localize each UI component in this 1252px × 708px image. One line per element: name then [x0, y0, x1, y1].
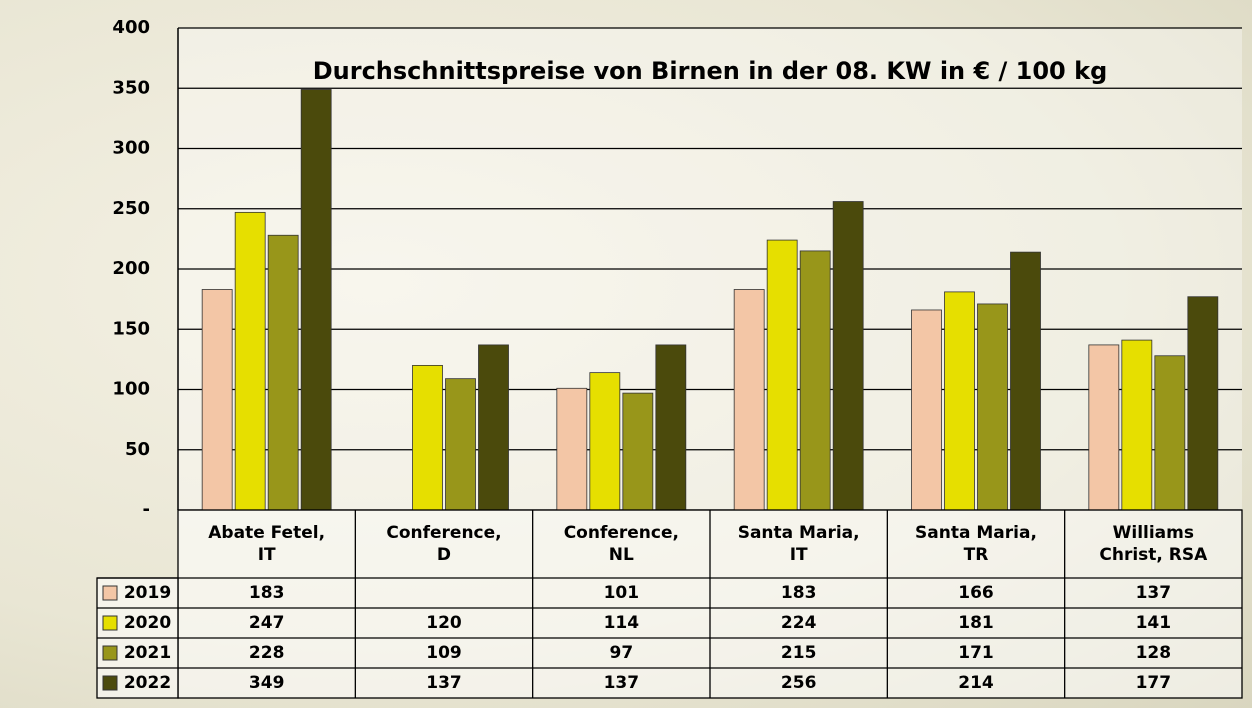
- table-value: 97: [609, 643, 634, 663]
- bar: [556, 387, 588, 511]
- bar: [733, 289, 765, 511]
- category-label: Santa Maria, IT: [737, 523, 860, 565]
- bar: [655, 344, 687, 511]
- bar: [445, 378, 476, 511]
- category-label: Abate Fetel, IT: [208, 523, 326, 565]
- bar: [1121, 339, 1153, 511]
- legend-swatch: [102, 615, 118, 631]
- bar: [1187, 296, 1219, 511]
- y-tick-label: 300: [112, 138, 150, 159]
- bar: [234, 211, 266, 511]
- bar: [832, 201, 864, 511]
- legend-swatch: [102, 645, 118, 661]
- category-label: Santa Maria, TR: [915, 523, 1037, 565]
- legend-label: 2020: [123, 613, 172, 633]
- legend-label: 2021: [123, 643, 172, 663]
- chart-title: Durchschnittspreise von Birnen in der 08…: [313, 57, 1108, 85]
- legend-swatch: [102, 675, 118, 691]
- bar: [300, 89, 332, 511]
- bar: [589, 372, 621, 511]
- bar: [977, 303, 1008, 511]
- bar: [622, 392, 654, 511]
- y-tick-label: 100: [112, 379, 150, 400]
- table-value: 183: [248, 583, 285, 603]
- table-value: 177: [1135, 673, 1172, 693]
- table-value: 349: [248, 673, 285, 693]
- y-tick-label: 350: [112, 77, 150, 98]
- y-tick-label: 200: [112, 258, 150, 279]
- table-value: 181: [958, 613, 994, 633]
- bar: [267, 234, 299, 511]
- bar: [1088, 344, 1120, 511]
- table-value: 137: [426, 673, 462, 693]
- y-tick-label: 150: [112, 318, 150, 339]
- table-value: 214: [958, 673, 994, 693]
- y-tick-label: -: [143, 499, 150, 520]
- table-value: 166: [958, 583, 994, 603]
- legend-label: 2022: [123, 673, 172, 693]
- table-value: 137: [1135, 583, 1172, 603]
- table-value: 109: [426, 643, 462, 663]
- table-value: 256: [780, 673, 817, 693]
- table-value: 171: [958, 643, 994, 663]
- y-tick-label: 400: [112, 17, 150, 38]
- legend-label: 2019: [123, 583, 172, 603]
- bar: [799, 250, 831, 511]
- bar: [412, 364, 443, 511]
- table-value: 141: [1135, 613, 1172, 633]
- category-label: Williams Christ, RSA: [1099, 523, 1208, 565]
- legend-swatch: [102, 585, 118, 601]
- category-label: Conference, D: [386, 523, 502, 565]
- table-value: 183: [780, 583, 817, 603]
- bar: [478, 344, 509, 511]
- bar: [201, 289, 233, 511]
- table-value: 224: [780, 613, 817, 633]
- bar: [766, 239, 798, 511]
- table-value: 114: [603, 613, 640, 633]
- table-value: 228: [248, 643, 285, 663]
- bar: [911, 309, 942, 511]
- bar: [944, 291, 975, 511]
- table-value: 120: [426, 613, 462, 633]
- table-value: 247: [248, 613, 285, 633]
- table-value: 101: [603, 583, 640, 603]
- y-tick-label: 50: [125, 439, 150, 460]
- category-label: Conference, NL: [563, 523, 679, 565]
- bar: [1154, 355, 1186, 511]
- bar: [1010, 251, 1041, 511]
- table-value: 128: [1135, 643, 1172, 663]
- y-tick-label: 250: [112, 198, 150, 219]
- table-value: 215: [780, 643, 817, 663]
- table-value: 137: [603, 673, 640, 693]
